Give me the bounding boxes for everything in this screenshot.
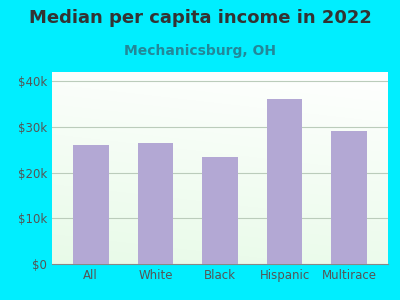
Bar [138,143,173,264]
Bar [73,145,108,264]
Text: Median per capita income in 2022: Median per capita income in 2022 [28,9,372,27]
Bar [202,157,238,264]
Text: Mechanicsburg, OH: Mechanicsburg, OH [124,44,276,58]
Bar [332,131,367,264]
Bar [267,99,302,264]
